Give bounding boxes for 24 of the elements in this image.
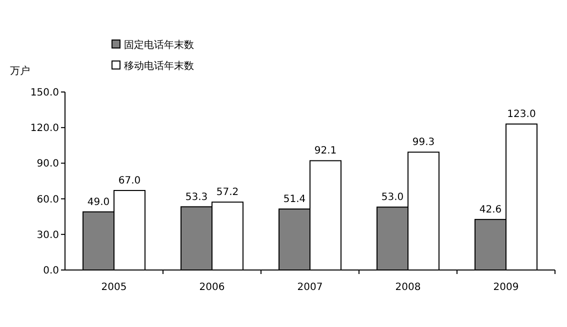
data-label: 57.2 bbox=[216, 187, 239, 198]
data-label: 53.0 bbox=[381, 192, 404, 204]
x-tick-label: 2008 bbox=[395, 282, 421, 293]
y-axis-title: 万户 bbox=[10, 65, 30, 77]
data-label: 51.4 bbox=[283, 194, 306, 206]
data-label: 49.0 bbox=[87, 196, 110, 208]
y-tick-label: 30.0 bbox=[36, 230, 59, 241]
x-tick-label: 2006 bbox=[199, 282, 225, 293]
data-label: 92.1 bbox=[314, 146, 337, 157]
x-tick-label: 2005 bbox=[101, 282, 127, 293]
x-tick-label: 2009 bbox=[493, 282, 519, 293]
legend-label: 移动电话年末数 bbox=[124, 60, 194, 72]
y-tick-label: 60.0 bbox=[36, 194, 59, 206]
y-tick-label: 90.0 bbox=[36, 158, 59, 170]
data-label: 67.0 bbox=[118, 175, 141, 186]
legend-label: 固定电话年末数 bbox=[124, 39, 194, 51]
y-tick-label: 0.0 bbox=[43, 266, 59, 276]
data-label: 99.3 bbox=[412, 137, 435, 148]
x-tick-label: 2007 bbox=[297, 282, 323, 293]
y-tick-label: 150.0 bbox=[30, 88, 59, 98]
data-label: 53.3 bbox=[185, 192, 208, 203]
data-label: 42.6 bbox=[479, 204, 502, 216]
data-label: 123.0 bbox=[507, 109, 536, 120]
y-tick-label: 120.0 bbox=[30, 123, 59, 134]
